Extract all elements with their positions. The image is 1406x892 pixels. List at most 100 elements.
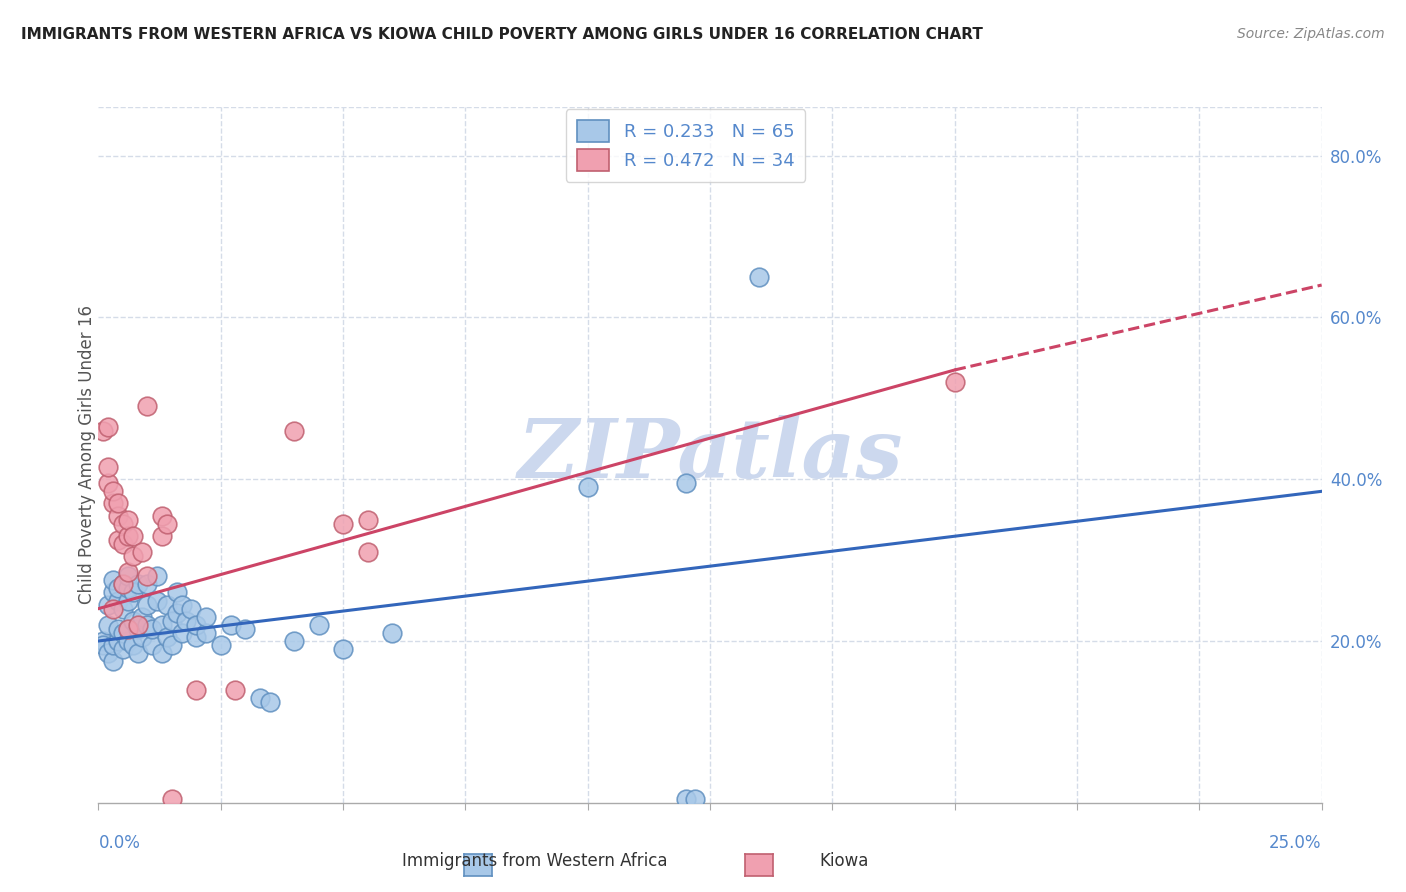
Point: [91, 638, 114, 652]
Point: [127, 646, 149, 660]
Point: [91, 424, 114, 438]
Point: [195, 626, 218, 640]
Point: [943, 375, 966, 389]
Point: [101, 574, 124, 588]
Point: [675, 791, 697, 805]
Text: 0.0%: 0.0%: [98, 834, 141, 852]
Point: [136, 400, 159, 414]
Point: [156, 630, 179, 644]
Point: [101, 654, 124, 668]
Point: [150, 508, 173, 523]
Point: [259, 695, 281, 709]
Point: [131, 630, 153, 644]
Point: [576, 480, 599, 494]
Text: IMMIGRANTS FROM WESTERN AFRICA VS KIOWA CHILD POVERTY AMONG GIRLS UNDER 16 CORRE: IMMIGRANTS FROM WESTERN AFRICA VS KIOWA …: [21, 27, 983, 42]
Point: [107, 582, 129, 596]
Point: [136, 617, 159, 632]
Point: [107, 533, 129, 547]
Point: [111, 642, 134, 657]
Point: [748, 269, 770, 284]
Text: Immigrants from Western Africa: Immigrants from Western Africa: [402, 852, 666, 870]
Point: [176, 614, 198, 628]
Point: [127, 622, 149, 636]
Text: Source: ZipAtlas.com: Source: ZipAtlas.com: [1237, 27, 1385, 41]
Point: [131, 545, 153, 559]
Point: [111, 577, 134, 591]
Text: ZIPatlas: ZIPatlas: [517, 415, 903, 495]
Point: [356, 513, 378, 527]
Point: [101, 484, 124, 499]
Point: [117, 622, 139, 636]
Point: [97, 617, 120, 632]
Point: [107, 593, 129, 607]
Point: [101, 585, 124, 599]
Point: [117, 593, 139, 607]
Point: [249, 690, 271, 705]
Point: [117, 569, 139, 583]
Text: Kiowa: Kiowa: [818, 852, 869, 870]
Point: [111, 577, 134, 591]
Point: [160, 638, 183, 652]
Point: [131, 609, 153, 624]
Point: [141, 638, 163, 652]
Point: [121, 638, 143, 652]
Point: [101, 638, 124, 652]
Point: [101, 496, 124, 510]
Point: [117, 582, 139, 596]
Point: [224, 682, 246, 697]
Point: [121, 614, 143, 628]
Y-axis label: Child Poverty Among Girls Under 16: Child Poverty Among Girls Under 16: [79, 305, 96, 605]
Point: [180, 601, 202, 615]
Point: [136, 577, 159, 591]
Point: [675, 476, 697, 491]
Point: [332, 516, 354, 531]
Point: [283, 424, 305, 438]
Point: [166, 585, 188, 599]
Point: [111, 626, 134, 640]
Point: [97, 460, 120, 475]
Point: [146, 569, 169, 583]
Point: [97, 476, 120, 491]
Point: [186, 630, 208, 644]
Point: [233, 622, 256, 636]
Point: [111, 601, 134, 615]
Point: [209, 638, 232, 652]
Point: [170, 598, 193, 612]
Point: [141, 622, 163, 636]
Legend: R = 0.233   N = 65, R = 0.472   N = 34: R = 0.233 N = 65, R = 0.472 N = 34: [565, 109, 806, 182]
Point: [91, 634, 114, 648]
Text: 25.0%: 25.0%: [1270, 834, 1322, 852]
Point: [117, 622, 139, 636]
Point: [121, 549, 143, 563]
Point: [156, 598, 179, 612]
Point: [308, 617, 330, 632]
Point: [332, 642, 354, 657]
Point: [160, 791, 183, 805]
Point: [381, 626, 404, 640]
Point: [150, 646, 173, 660]
Point: [170, 626, 193, 640]
Point: [111, 537, 134, 551]
Point: [219, 617, 242, 632]
Point: [107, 496, 129, 510]
Point: [121, 585, 143, 599]
Point: [283, 634, 305, 648]
Point: [146, 593, 169, 607]
Point: [127, 577, 149, 591]
Point: [127, 617, 149, 632]
Point: [107, 634, 129, 648]
Point: [685, 791, 707, 805]
Point: [117, 529, 139, 543]
Point: [117, 513, 139, 527]
Point: [356, 545, 378, 559]
Point: [107, 508, 129, 523]
Point: [117, 634, 139, 648]
Point: [97, 646, 120, 660]
Point: [111, 516, 134, 531]
Point: [97, 419, 120, 434]
Point: [101, 601, 124, 615]
Point: [160, 614, 183, 628]
Point: [136, 569, 159, 583]
Point: [136, 598, 159, 612]
Point: [97, 598, 120, 612]
